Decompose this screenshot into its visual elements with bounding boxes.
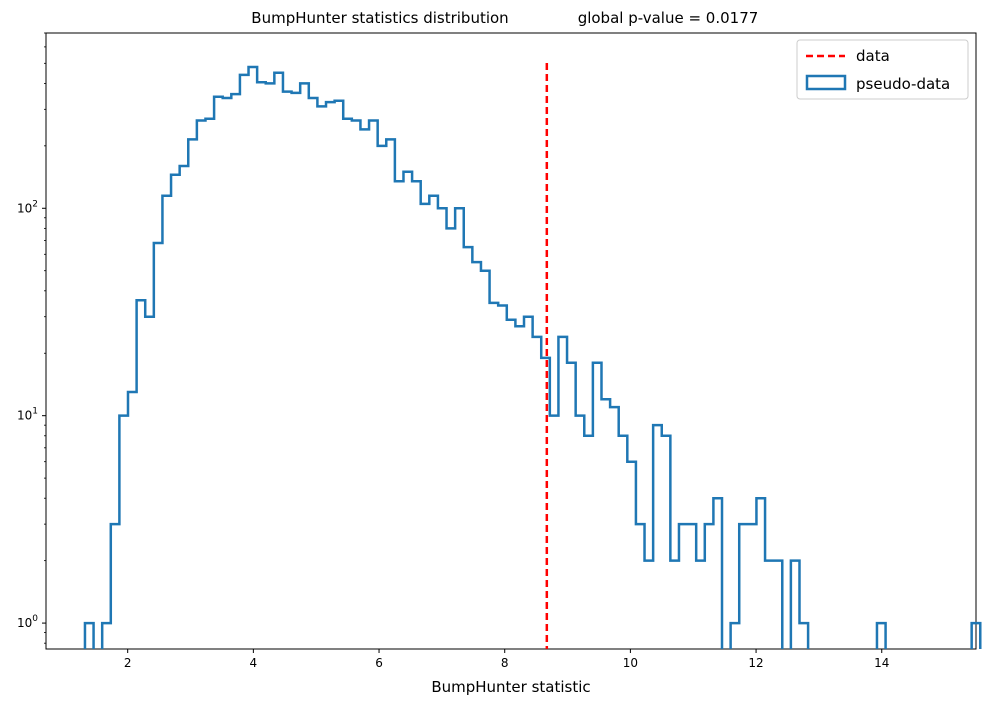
- x-tick-label: 8: [501, 656, 509, 670]
- x-tick-label: 12: [748, 656, 763, 670]
- y-tick-label: 102: [17, 199, 38, 215]
- y-tick-label: 101: [17, 407, 38, 423]
- legend-pseudo-data-label: pseudo-data: [856, 75, 950, 93]
- x-tick-label: 14: [874, 656, 889, 670]
- histogram-layer: [83, 65, 982, 649]
- x-axis-ticks: 2 4 6 8 10 12 14: [124, 649, 889, 670]
- global-p-value-annotation: global p-value = 0.0177: [578, 9, 759, 27]
- y-tick-label: 100: [17, 614, 38, 630]
- x-tick-label: 4: [250, 656, 258, 670]
- x-tick-label: 10: [623, 656, 638, 670]
- x-tick-label: 2: [124, 656, 132, 670]
- x-axis-label: BumpHunter statistic: [431, 678, 590, 696]
- legend: data pseudo-data: [796, 39, 969, 100]
- chart-title: BumpHunter statistics distribution: [251, 9, 508, 27]
- plot-area: [45, 32, 977, 650]
- y-axis-ticks: 100 101 102: [17, 32, 46, 644]
- x-tick-label: 6: [375, 656, 383, 670]
- pseudo-data-histogram: [83, 65, 982, 649]
- legend-pseudo-data-swatch: [805, 74, 847, 91]
- legend-data-label: data: [856, 47, 890, 65]
